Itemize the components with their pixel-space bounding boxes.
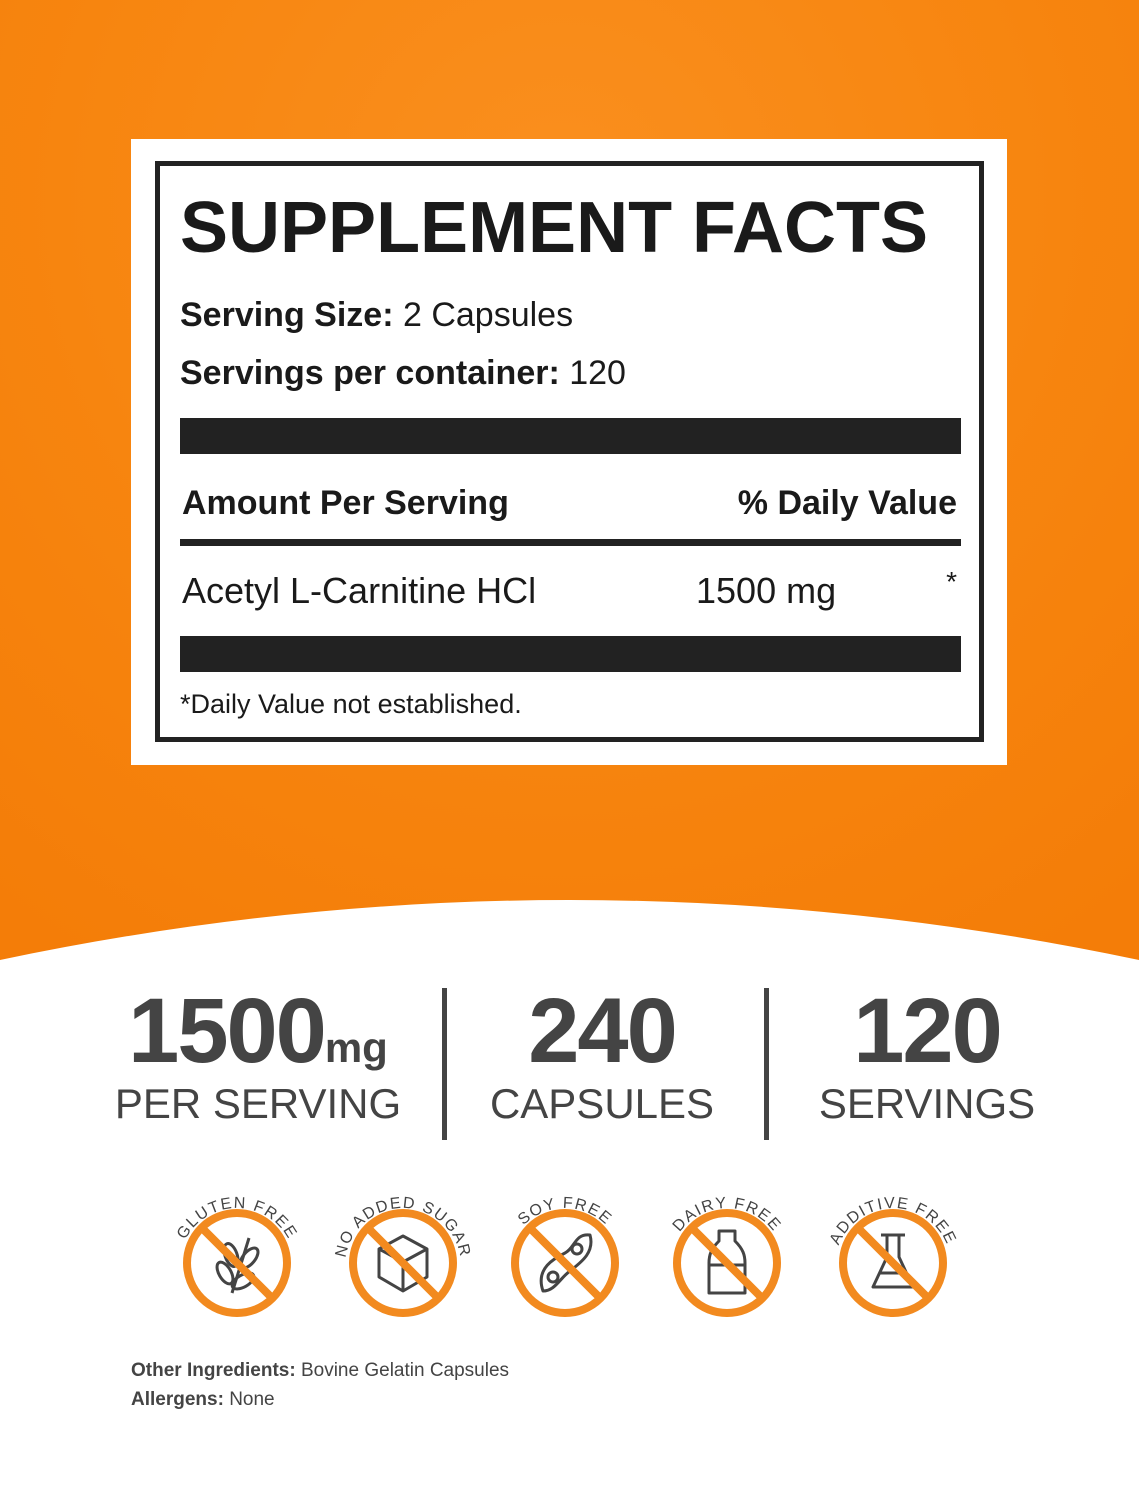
other-ingredients-value: Bovine Gelatin Capsules (300, 1360, 510, 1381)
footnote: *Daily Value not established. (180, 689, 522, 719)
allergens: Allergens: None (131, 1389, 275, 1411)
stat-capsules: 240 CAPSULES (442, 985, 762, 1132)
dv-header: % Daily Value (737, 484, 957, 522)
servings-value: 120 (569, 354, 626, 392)
badge-wheat: GLUTEN FREE (152, 1180, 322, 1330)
thick-divider (180, 418, 961, 454)
stats-row: 1500mg PER SERVING 240 CAPSULES 120 SERV… (0, 985, 1139, 1155)
supplement-facts-panel: SUPPLEMENT FACTS Serving Size: 2 Capsule… (131, 139, 1007, 765)
stat-servings: 120 SERVINGS (767, 985, 1087, 1132)
serving-size: Serving Size: 2 Capsules (180, 296, 573, 335)
amount-header: Amount Per Serving (182, 484, 509, 522)
servings-label: Servings per container: (180, 354, 560, 392)
stat-caption: SERVINGS (818, 1080, 1036, 1127)
stat-caption: PER SERVING (114, 1080, 402, 1127)
prohibited-icon (349, 1209, 457, 1317)
stat-number: 240 (528, 980, 678, 1082)
stat-per-serving: 1500mg PER SERVING (98, 985, 418, 1132)
medium-divider (180, 539, 961, 546)
facts-title: SUPPLEMENT FACTS (180, 188, 929, 268)
facts-border: SUPPLEMENT FACTS Serving Size: 2 Capsule… (155, 161, 984, 742)
badge-sugar-cube: NO ADDED SUGAR (318, 1180, 488, 1330)
badge-milk-bottle: DAIRY FREE (642, 1180, 812, 1330)
allergens-value: None (229, 1389, 275, 1410)
prohibited-icon (673, 1209, 781, 1317)
badge-flask: ADDITIVE FREE (808, 1180, 978, 1330)
stat-number: 1500 (128, 980, 327, 1082)
stat-caption: CAPSULES (489, 1080, 715, 1127)
other-ingredients: Other Ingredients: Bovine Gelatin Capsul… (131, 1360, 509, 1382)
thick-divider-bottom (180, 636, 961, 672)
serving-size-label: Serving Size: (180, 296, 394, 334)
other-ingredients-label: Other Ingredients: (131, 1360, 296, 1381)
ingredient-amount: 1500 mg (696, 570, 837, 611)
stat-number: 120 (853, 980, 1003, 1082)
prohibited-icon (183, 1209, 291, 1317)
ingredient-dv: * (946, 566, 957, 597)
stat-divider (442, 988, 447, 1140)
prohibited-icon (839, 1209, 947, 1317)
white-curve (0, 900, 1139, 1500)
ingredient-name: Acetyl L-Carnitine HCl (182, 570, 537, 611)
soybean-icon (539, 1233, 593, 1293)
servings-per-container: Servings per container: 120 (180, 354, 626, 393)
allergens-label: Allergens: (131, 1389, 224, 1410)
stat-unit: mg (324, 1024, 388, 1071)
prohibited-icon (511, 1209, 619, 1317)
badge-soybean: SOY FREE (480, 1180, 650, 1330)
serving-size-value: 2 Capsules (402, 296, 574, 334)
stat-divider (764, 988, 769, 1140)
